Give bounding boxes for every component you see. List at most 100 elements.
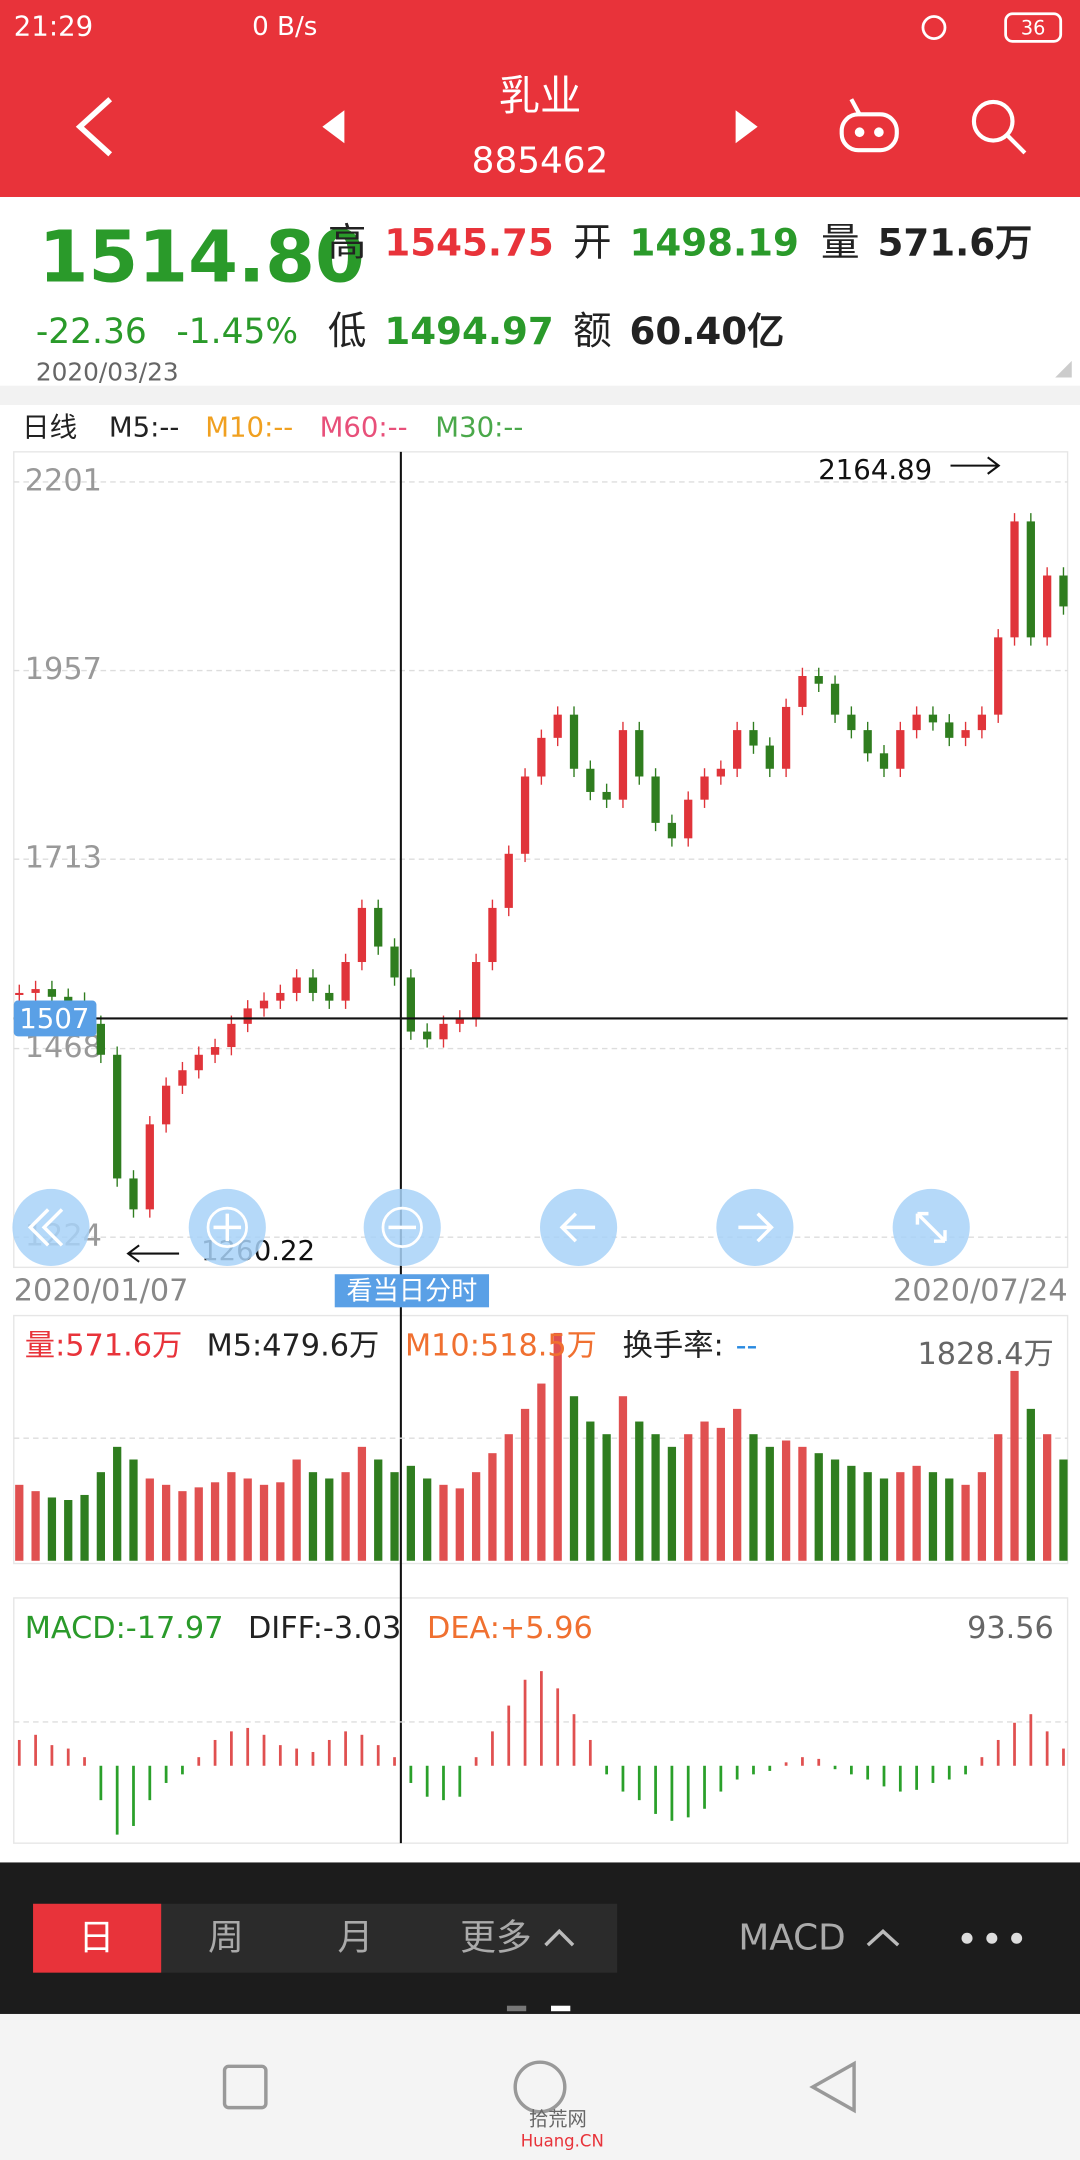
volume-bar	[178, 1491, 187, 1561]
nav-recent[interactable]	[222, 2064, 268, 2110]
candle	[781, 706, 791, 769]
macd-chevron[interactable]	[866, 1928, 900, 1947]
field-label: 量	[821, 221, 860, 266]
volume-bar	[847, 1465, 856, 1561]
more-chevron[interactable]	[544, 1928, 575, 1947]
candle	[994, 637, 1003, 715]
volume-bar	[145, 1478, 154, 1561]
watermark: 拾荒网	[529, 2108, 587, 2131]
low-arrow	[126, 1244, 180, 1263]
candle	[488, 907, 497, 963]
macd-label: MACD:-17.97	[25, 1611, 224, 1646]
alarm-icon	[921, 15, 947, 40]
field-value: 571.6万	[878, 221, 1033, 265]
volume-bar	[276, 1482, 285, 1561]
volume-bar	[684, 1434, 693, 1561]
volume-bar	[667, 1446, 677, 1561]
search-icon[interactable]	[971, 99, 1027, 155]
turnover-value: --	[736, 1329, 758, 1364]
tab[interactable]: 更多	[460, 1918, 532, 1959]
candle	[618, 730, 628, 800]
nav-back[interactable]	[809, 2060, 856, 2114]
candle	[243, 1008, 252, 1024]
candle	[700, 776, 709, 800]
field-label: 高	[328, 221, 367, 266]
volume-bar	[830, 1459, 840, 1561]
candle	[520, 776, 530, 854]
volume-bar	[928, 1472, 938, 1561]
candle	[47, 989, 57, 997]
field-label: 额	[573, 309, 612, 354]
high-label: 2164.89	[818, 454, 932, 486]
robot-icon[interactable]	[839, 98, 899, 153]
tab-active[interactable]	[33, 1903, 162, 1973]
candle	[455, 1018, 464, 1024]
volume-bar	[618, 1396, 628, 1561]
volume-bar	[227, 1472, 236, 1561]
volume-bar	[31, 1491, 40, 1561]
control-icon	[738, 1212, 774, 1243]
back-button[interactable]	[75, 97, 113, 157]
chart-control[interactable]	[12, 1188, 90, 1266]
volume-bar	[325, 1478, 334, 1561]
divider	[0, 385, 1080, 405]
y-tick-label: 1713	[25, 841, 102, 876]
volume-bar	[569, 1396, 579, 1561]
y-tick-label: 1957	[25, 652, 102, 687]
candle	[292, 977, 301, 993]
volume-bar	[749, 1434, 758, 1561]
tab[interactable]: 日	[79, 1918, 115, 1959]
candle	[129, 1178, 138, 1210]
volume-bar	[439, 1484, 448, 1561]
candle	[161, 1085, 171, 1125]
crosshair-label: 1507	[19, 1003, 89, 1035]
candle	[863, 730, 872, 754]
volume-bar	[765, 1446, 774, 1561]
candle	[553, 714, 562, 738]
legend-item: 日线	[22, 411, 77, 443]
volume-bar	[1043, 1434, 1052, 1561]
candle	[210, 1047, 220, 1055]
next-button[interactable]	[735, 110, 758, 144]
candle	[1043, 575, 1052, 638]
candle	[651, 776, 660, 823]
intraday-label: 看当日分时	[346, 1277, 477, 1307]
candle	[504, 853, 513, 908]
volume-m10: M10:518.5万	[405, 1329, 597, 1364]
control-icon	[915, 1211, 947, 1243]
field-value: 1498.19	[630, 221, 799, 265]
candle	[325, 992, 334, 1001]
candle	[1010, 521, 1019, 638]
prev-button[interactable]	[322, 110, 345, 144]
stock-name: 乳业	[499, 72, 582, 120]
volume-bar	[945, 1478, 954, 1561]
candle	[765, 745, 774, 769]
candle	[749, 730, 758, 746]
candle	[145, 1124, 154, 1210]
tab[interactable]: 月	[338, 1918, 374, 1959]
volume-bar	[635, 1421, 644, 1561]
volume-bar	[994, 1434, 1003, 1561]
field-value: 1545.75	[384, 221, 553, 265]
status-time: 21:29	[14, 11, 93, 43]
candle	[357, 907, 367, 963]
menu-dots[interactable]	[961, 1932, 1023, 1944]
turnover-label: 换手率:	[623, 1329, 724, 1364]
volume-bar	[471, 1472, 481, 1561]
tab[interactable]: MACD	[738, 1918, 845, 1959]
volume-bar	[520, 1408, 530, 1561]
header-bg	[0, 0, 1080, 197]
nav-bar	[0, 2013, 1080, 2160]
price: 1514.80	[39, 215, 365, 298]
crosshair-tag	[13, 1000, 97, 1037]
candle	[113, 1054, 122, 1179]
nav-home[interactable]	[513, 2060, 567, 2114]
intraday-btn[interactable]	[334, 1274, 490, 1308]
volume-bar	[423, 1478, 432, 1561]
legend-item: M30:--	[435, 411, 523, 443]
change: -22.36	[36, 312, 147, 352]
candle	[259, 1000, 269, 1009]
page-dot	[506, 2005, 527, 2012]
candle	[227, 1023, 236, 1048]
tab[interactable]: 周	[208, 1918, 244, 1959]
